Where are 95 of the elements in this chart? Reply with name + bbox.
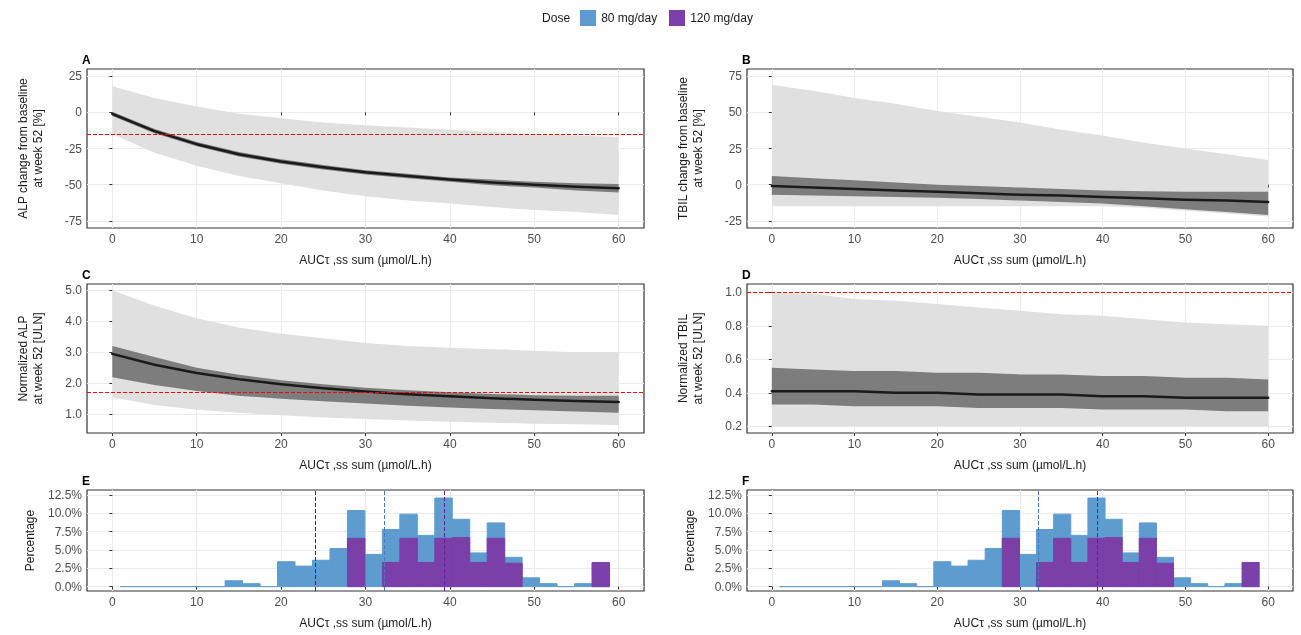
x-tick-label: 20 [930,232,945,246]
y-axis-title: ALP change from baseline at week 52 [%] [15,77,45,219]
x-tick-label: 0 [108,437,116,451]
y-axis-title: Percentage [22,509,37,572]
x-tick-label: 60 [1261,437,1276,451]
x-tick-label: 10 [847,232,862,246]
x-tick-label: 40 [1096,595,1110,609]
x-tick-label: 60 [1261,232,1276,246]
x-axis-title: AUCτ ,ss sum (µmol/L.h) [953,252,1087,267]
y-tick-label: -25 [724,213,743,228]
y-tick-label: 0.6 [725,352,743,367]
y-tick-label: 2.0 [65,376,83,391]
y-tick-label: 0.0% [714,579,743,594]
x-tick-label: 10 [847,595,862,609]
y-axis-title: Normalized TBIL at week 52 [ULN] [675,312,705,405]
chart-title: F [742,474,750,488]
chart-title: D [742,268,751,282]
y-tick-label: 5.0 [65,283,83,298]
x-tick-label: 30 [1013,595,1027,609]
x-tick-label: 50 [527,232,542,246]
y-tick-label: 0.0% [54,579,83,594]
y-tick-label: 0.4 [725,385,743,400]
x-tick-label: 30 [1013,232,1027,246]
y-tick-label: 10.0% [47,506,83,521]
x-tick-label: 50 [1178,595,1193,609]
x-tick-label: 40 [1096,437,1110,451]
y-tick-label: 4.0 [65,314,83,329]
y-tick-label: 7.5% [714,524,743,539]
chart-title: E [82,474,91,488]
y-tick-label: 7.5% [54,524,83,539]
y-tick-label: -75 [64,213,83,228]
y-tick-label: 0.2 [725,419,743,434]
x-tick-label: 30 [358,232,373,246]
y-axis-title: Percentage [682,509,697,572]
x-tick-label: 20 [274,232,289,246]
x-tick-label: 40 [443,595,457,609]
x-tick-label: 20 [274,595,289,609]
y-tick-label: 3.0 [65,345,83,360]
y-tick-label: 75 [728,69,743,84]
x-tick-label: 30 [358,595,373,609]
x-tick-label: 10 [190,437,204,451]
y-axis-title: TBIL change from baseline at week 52 [%] [675,76,705,220]
legend-label: 80 mg/day [601,11,658,25]
x-tick-label: 60 [612,595,626,609]
x-tick-label: 20 [930,437,945,451]
x-tick-label: 20 [274,437,289,451]
x-tick-label: 50 [1178,232,1193,246]
x-tick-label: 60 [612,232,626,246]
x-tick-label: 10 [190,595,204,609]
y-tick-label: 1.0 [65,407,83,422]
x-tick-label: 40 [443,232,457,246]
x-tick-label: 10 [847,437,862,451]
x-tick-label: 30 [1013,437,1027,451]
y-tick-label: 12.5% [707,488,743,503]
x-tick-label: 50 [527,437,542,451]
y-tick-label: 25 [728,141,743,156]
x-tick-label: 10 [190,232,204,246]
y-tick-label: 1.0 [725,285,743,300]
y-tick-label: 0.8 [725,318,743,333]
x-tick-label: 0 [108,595,116,609]
y-tick-label: 50 [728,105,743,120]
y-tick-label: 2.5% [714,561,743,576]
x-axis-title: AUCτ ,ss sum (µmol/L.h) [953,615,1087,630]
x-axis-title: AUCτ ,ss sum (µmol/L.h) [299,615,432,630]
x-tick-label: 50 [527,595,542,609]
chart-title: C [82,268,91,282]
x-tick-label: 0 [768,232,776,246]
y-tick-label: 0 [75,105,83,120]
chart-title: B [742,53,751,67]
x-tick-label: 20 [930,595,945,609]
x-tick-label: 60 [1261,595,1276,609]
y-tick-label: 0 [735,177,743,192]
y-tick-label: 5.0% [714,543,743,558]
x-tick-label: 50 [1178,437,1193,451]
y-tick-label: -25 [64,141,83,156]
x-tick-label: 40 [1096,232,1110,246]
legend-label: 120 mg/day [690,11,753,25]
y-tick-label: -50 [64,177,83,192]
y-axis-title: Normalized ALP at week 52 [ULN] [15,312,45,405]
x-tick-label: 0 [108,232,116,246]
x-axis-title: AUCτ ,ss sum (µmol/L.h) [299,457,432,472]
y-tick-label: 12.5% [47,488,83,503]
chart-title: A [82,53,91,67]
y-tick-label: 10.0% [707,506,743,521]
y-tick-label: 25 [68,69,83,84]
y-tick-label: 2.5% [54,561,83,576]
x-tick-label: 40 [443,437,457,451]
x-axis-title: AUCτ ,ss sum (µmol/L.h) [299,252,432,267]
x-tick-label: 30 [358,437,373,451]
y-tick-label: 5.0% [54,543,83,558]
legend-title: Dose [542,11,571,25]
x-axis-title: AUCτ ,ss sum (µmol/L.h) [953,457,1087,472]
x-tick-label: 60 [612,437,626,451]
x-tick-label: 0 [768,595,776,609]
x-tick-label: 0 [768,437,776,451]
